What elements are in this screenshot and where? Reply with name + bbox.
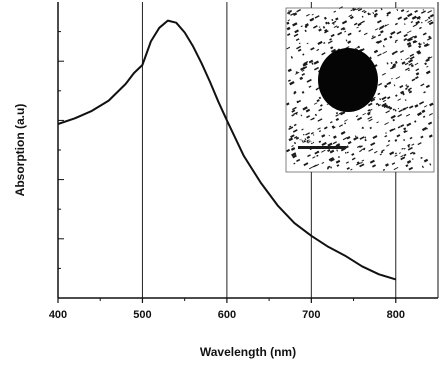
inset-frame [285, 7, 435, 173]
x-tick-label: 700 [302, 309, 320, 321]
y-axis-title: Absorption (a.u) [13, 104, 27, 197]
nanoparticle [318, 48, 378, 112]
scale-bar-label: 5 nm [300, 138, 316, 145]
ticks: 400 500 600 700 800 [49, 31, 405, 321]
series-line-0 [57, 19, 397, 281]
x-axis-title: Wavelength (nm) [200, 345, 296, 359]
scale-bar [298, 146, 346, 149]
inset-micrograph: 5 nm [285, 6, 435, 173]
x-tick-label: 800 [387, 309, 405, 321]
x-tick-label: 400 [49, 309, 67, 321]
x-tick-label: 500 [133, 309, 151, 321]
x-tick-label: 600 [218, 309, 236, 321]
series-layer [57, 19, 397, 281]
